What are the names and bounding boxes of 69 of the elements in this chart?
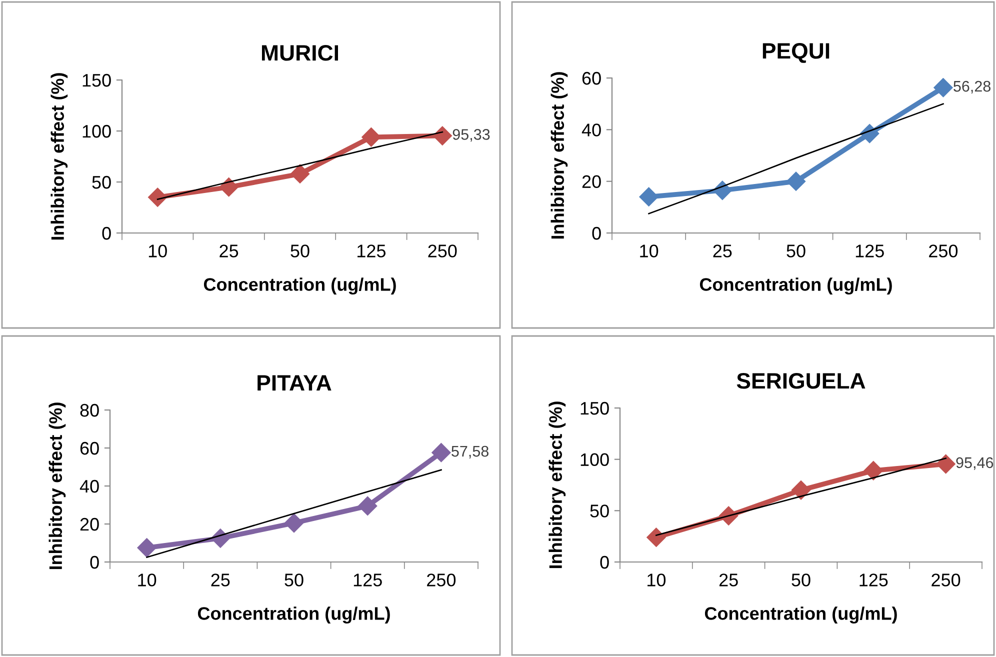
x-tick-label: 125 bbox=[856, 244, 884, 258]
x-tick-label: 10 bbox=[138, 574, 156, 586]
chart-title: PITAYA bbox=[258, 375, 332, 391]
y-tick-label: 40 bbox=[582, 124, 601, 136]
data-label: 56,28 bbox=[954, 80, 990, 94]
x-tick-label: 250 bbox=[427, 574, 456, 586]
line-series bbox=[648, 103, 944, 214]
y-tick-label: 50 bbox=[92, 176, 111, 189]
x-tick-label: 125 bbox=[354, 574, 382, 586]
x-tick-label: 10 bbox=[640, 244, 658, 258]
data-label: 57,58 bbox=[452, 446, 488, 459]
x-tick-label: 25 bbox=[719, 574, 738, 586]
point bbox=[646, 528, 666, 547]
point bbox=[791, 480, 811, 500]
x-tick-label: 50 bbox=[290, 244, 310, 258]
y-tick-label: 60 bbox=[582, 72, 601, 85]
point bbox=[639, 187, 658, 206]
y-tick-label: 0 bbox=[600, 556, 609, 569]
y-tick-label: 150 bbox=[580, 402, 609, 415]
x-tick-label: 50 bbox=[284, 574, 304, 586]
x-tick-label: 25 bbox=[713, 244, 732, 258]
point bbox=[786, 172, 806, 191]
point bbox=[936, 454, 956, 474]
y-tick-label: 0 bbox=[102, 226, 111, 240]
x-tick-label: 250 bbox=[932, 574, 960, 586]
y-tick-label: 100 bbox=[580, 453, 609, 466]
x-axis-title: Concentration (ug/mL) bbox=[198, 606, 390, 624]
x-tick-label: 125 bbox=[358, 244, 386, 258]
y-tick-label: 0 bbox=[592, 226, 601, 240]
point bbox=[934, 78, 953, 98]
y-axis-title: Inhibitory effect (%) bbox=[550, 72, 568, 239]
point bbox=[284, 514, 304, 533]
x-tick-label: 10 bbox=[148, 244, 167, 258]
x-axis-title: Concentration (ug/mL) bbox=[204, 278, 396, 295]
x-tick-label: 50 bbox=[786, 244, 806, 258]
y-tick-label: 40 bbox=[80, 480, 99, 493]
chart-title: PEQUI bbox=[762, 43, 830, 63]
x-tick-label: 50 bbox=[792, 574, 810, 586]
x-tick-label: 25 bbox=[220, 244, 238, 258]
x-tick-label: 10 bbox=[648, 574, 666, 586]
x-axis-title: Concentration (ug/mL) bbox=[700, 278, 892, 295]
y-tick-label: 20 bbox=[582, 175, 601, 188]
y-tick-label: 0 bbox=[90, 556, 99, 569]
point bbox=[137, 538, 156, 558]
chart-title: MURICI bbox=[262, 45, 338, 61]
x-tick-label: 125 bbox=[860, 574, 888, 586]
point bbox=[148, 188, 168, 207]
point bbox=[219, 178, 238, 197]
point bbox=[358, 496, 378, 516]
y-tick-label: 60 bbox=[80, 442, 99, 455]
y-tick-label: 80 bbox=[80, 404, 99, 417]
y-axis-title: Inhibitory effect (%) bbox=[50, 73, 68, 240]
x-tick-label: 250 bbox=[428, 244, 457, 258]
y-tick-label: 50 bbox=[590, 504, 609, 518]
chart-title: SERIGUELA bbox=[736, 373, 866, 389]
x-tick-label: 250 bbox=[929, 244, 958, 258]
y-axis-title: Inhibitory effect (%) bbox=[548, 402, 566, 568]
y-tick-label: 100 bbox=[82, 124, 111, 138]
point bbox=[290, 164, 310, 184]
data-label: 95,33 bbox=[452, 129, 490, 142]
y-axis-title: Inhibitory effect (%) bbox=[48, 402, 66, 570]
data-label: 95,46 bbox=[956, 457, 994, 470]
x-axis-title: Concentration (ug/mL) bbox=[704, 606, 897, 624]
x-tick-label: 25 bbox=[211, 574, 230, 586]
point bbox=[362, 128, 381, 147]
point bbox=[432, 443, 451, 462]
y-tick-label: 20 bbox=[80, 518, 99, 531]
point bbox=[864, 461, 883, 480]
y-tick-label: 150 bbox=[82, 74, 111, 87]
